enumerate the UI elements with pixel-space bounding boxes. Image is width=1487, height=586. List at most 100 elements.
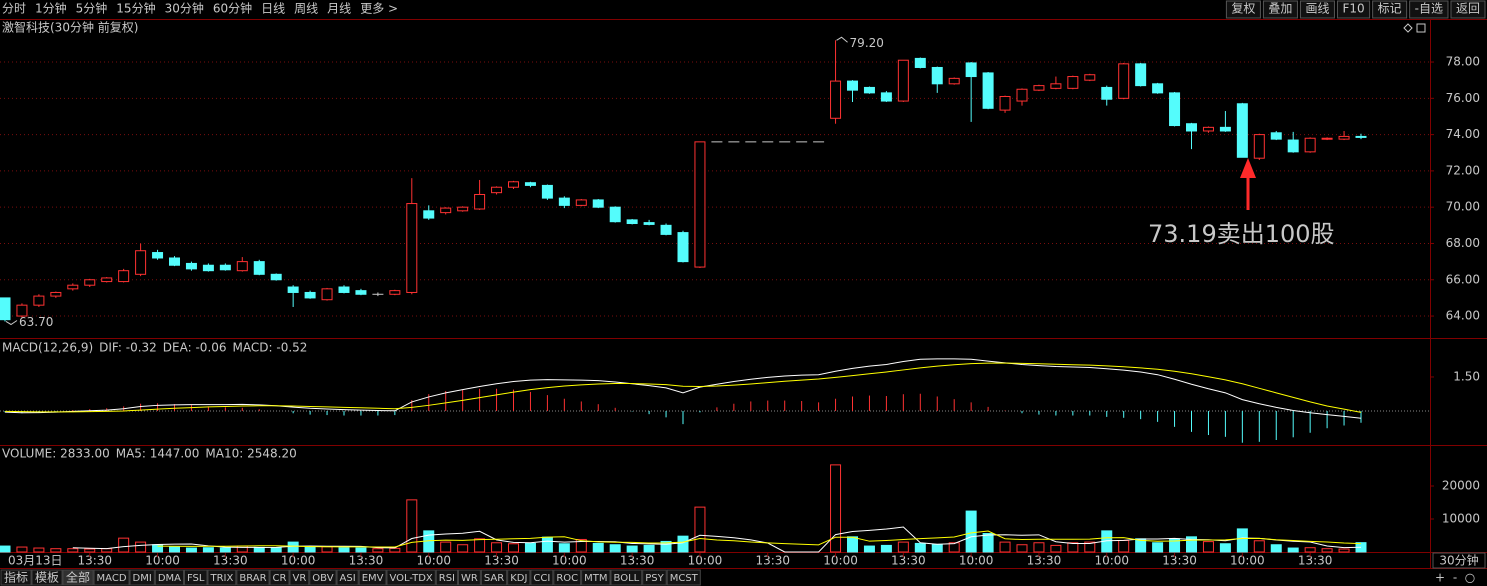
indicator-tab[interactable]: TRIX (209, 573, 233, 584)
toolbar-button-frame[interactable] (1262, 0, 1298, 19)
candle-body (457, 206, 469, 212)
indicator-tab[interactable]: 全部 (66, 570, 90, 585)
indicator-tab[interactable]: WR (461, 573, 478, 584)
indicator-tab[interactable]: 指标 (4, 570, 28, 585)
period-tab[interactable]: 5分钟 (76, 1, 108, 16)
indicator-tab[interactable]: VOL-TDX (389, 573, 432, 584)
volume-bar (50, 548, 62, 553)
indicator-tab-frame[interactable] (207, 569, 237, 586)
indicator-tab-frame[interactable] (154, 569, 184, 586)
indicator-tab-frame[interactable] (435, 569, 459, 586)
toolbar-button[interactable]: 画线 (1305, 2, 1329, 16)
legend-entry: MACD: -0.52 (233, 341, 308, 355)
low-label: 63.70 (19, 315, 53, 329)
indicator-tab-frame[interactable] (183, 569, 208, 586)
indicator-tab-frame[interactable] (530, 569, 554, 586)
period-tab[interactable]: 更多 > (360, 2, 398, 16)
volume-bar (660, 540, 672, 553)
volume-bar (830, 464, 842, 553)
period-tab[interactable]: 30分钟 (165, 1, 204, 16)
period-tab[interactable]: 15分钟 (116, 1, 155, 16)
toolbar-button-frame[interactable] (1450, 0, 1486, 19)
indicator-tab[interactable]: OBV (312, 573, 333, 584)
toolbar-button[interactable]: 返回 (1456, 2, 1480, 16)
volume-bar (491, 542, 503, 553)
indicator-tab-frame[interactable] (553, 569, 582, 586)
toolbar-button-frame[interactable] (1372, 0, 1408, 19)
indicator-tab-frame[interactable] (610, 569, 643, 586)
zoom-control[interactable]: ○ (1465, 571, 1475, 585)
zoom-control[interactable]: + (1435, 571, 1445, 585)
indicator-tab[interactable]: KDJ (510, 573, 527, 584)
volume-bar (592, 542, 604, 553)
indicator-tab[interactable]: PSY (645, 573, 664, 584)
period-tab[interactable]: 1分钟 (35, 1, 67, 16)
period-tab[interactable]: 周线 (294, 2, 318, 16)
indicator-tab[interactable]: RSI (439, 573, 455, 584)
indicator-tab[interactable]: SAR (484, 573, 504, 584)
period-tab[interactable]: 月线 (327, 2, 351, 16)
volume-bar (524, 542, 536, 553)
indicator-tab[interactable]: 模板 (35, 571, 59, 585)
indicator-tab-frame[interactable] (480, 569, 508, 586)
indicator-tab-frame[interactable] (269, 569, 290, 586)
indicator-tab-frame[interactable] (93, 569, 130, 586)
period-tab[interactable]: 60分钟 (213, 1, 252, 16)
indicator-tab-frame[interactable] (309, 569, 337, 586)
toolbar-button[interactable]: 复权 (1231, 2, 1255, 16)
indicator-tab-frame[interactable] (358, 569, 387, 586)
zoom-control[interactable]: - (1453, 571, 1457, 585)
indicator-tab-frame[interactable] (386, 569, 436, 586)
indicator-tab[interactable]: MCST (670, 573, 699, 584)
indicator-tab-frame[interactable] (0, 569, 32, 586)
period-box[interactable] (1432, 552, 1486, 569)
indicator-line (72, 526, 1362, 553)
volume-bar (1202, 541, 1214, 553)
indicator-tab[interactable]: CCI (533, 573, 550, 584)
candle-body (236, 261, 248, 272)
indicator-tab-frame[interactable] (581, 569, 611, 586)
toolbar-button-frame[interactable] (1299, 0, 1335, 19)
toolbar-button-frame[interactable] (1409, 0, 1449, 19)
indicator-tab-frame[interactable] (507, 569, 531, 586)
indicator-tab[interactable]: ROC (556, 573, 578, 584)
indicator-tab[interactable]: VR (292, 573, 306, 584)
toolbar-button[interactable]: 叠加 (1268, 2, 1292, 16)
indicator-tab-frame[interactable] (289, 569, 310, 586)
indicator-tab-frame[interactable] (236, 569, 270, 586)
volume-bar (33, 547, 45, 553)
indicator-tab-frame[interactable] (458, 569, 481, 586)
toolbar-button-frame[interactable] (1336, 0, 1371, 19)
indicator-tab[interactable]: ASI (340, 573, 356, 584)
candle-body (1253, 134, 1265, 159)
indicator-tab-frame[interactable] (666, 569, 701, 586)
volume-bar (253, 546, 265, 553)
toolbar-button-frame[interactable] (1225, 0, 1261, 19)
icon-diamond[interactable] (1403, 23, 1413, 33)
toolbar-button[interactable]: F10 (1342, 2, 1364, 16)
volume-bar (999, 541, 1011, 553)
toolbar-button[interactable]: -自选 (1415, 2, 1443, 16)
indicator-tab[interactable]: FSL (187, 573, 205, 584)
indicator-tab[interactable]: MTM (584, 573, 607, 584)
volume-bar (1067, 542, 1079, 553)
indicator-tab-frame[interactable] (336, 569, 359, 586)
indicator-tab[interactable]: DMI (133, 573, 152, 584)
indicator-tab[interactable]: MACD (97, 573, 127, 584)
volume-bar (474, 538, 486, 553)
indicator-tab-frame[interactable] (129, 569, 155, 586)
indicator-tab[interactable]: CR (273, 573, 287, 584)
indicator-tab[interactable]: BRAR (239, 573, 266, 584)
indicator-tab-frame[interactable] (31, 569, 63, 586)
icon-square[interactable] (1416, 23, 1426, 33)
period-tab[interactable]: 分时 (2, 2, 26, 16)
toolbar-button[interactable]: 标记 (1378, 2, 1402, 16)
indicator-tab[interactable]: EMV (362, 573, 384, 584)
indicator-tab[interactable]: DMA (158, 573, 181, 584)
indicator-tab[interactable]: BOLL (614, 573, 640, 584)
indicator-tab-frame[interactable] (62, 569, 94, 586)
indicator-tab-frame[interactable] (642, 569, 667, 586)
candle-body (338, 286, 350, 293)
period-tab[interactable]: 日线 (261, 2, 285, 16)
period-label[interactable]: 30分钟 (1439, 553, 1478, 568)
